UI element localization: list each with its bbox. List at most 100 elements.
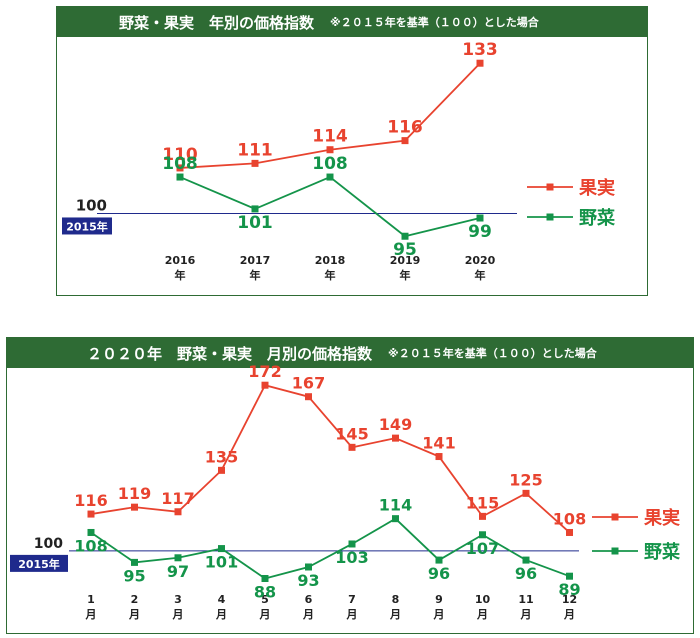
monthly-vegetable-data-label: 88: [254, 582, 276, 601]
monthly-fruit-point: [566, 528, 573, 536]
monthly-vegetable-point: [218, 545, 225, 553]
monthly-fruit-data-label: 108: [553, 509, 586, 528]
yearly-chart-note: ※２０１５年を基準（１００）とした場合: [330, 16, 539, 29]
yearly-x-tick-label: 2016: [165, 254, 196, 267]
yearly-fruit-point: [476, 59, 484, 67]
yearly-vegetable-point: [401, 232, 409, 240]
monthly-legend-vegetable-marker: [611, 547, 619, 555]
monthly-vegetable-data-label: 107: [466, 539, 499, 558]
monthly-legend-fruit-label: 果実: [643, 507, 680, 529]
monthly-vegetable-point: [87, 528, 95, 536]
monthly-fruit-point: [435, 453, 443, 461]
monthly-vegetable-point: [566, 572, 573, 580]
yearly-x-tick-unit: 年: [400, 268, 411, 282]
yearly-vegetable-point: [251, 205, 259, 213]
monthly-x-tick-unit: 月: [563, 608, 575, 621]
yearly-x-tick-unit: 年: [175, 268, 186, 282]
yearly-fruit-point: [176, 164, 184, 172]
monthly-x-tick-unit: 月: [85, 608, 97, 621]
monthly-x-tick-label: 6: [305, 593, 313, 606]
monthly-fruit-point: [131, 503, 138, 511]
monthly-fruit-data-label: 141: [422, 434, 455, 453]
monthly-x-tick-unit: 月: [259, 608, 271, 621]
yearly-vegetable-point: [176, 173, 184, 181]
monthly-x-tick-label: 2: [131, 593, 139, 606]
monthly-vegetable-data-label: 96: [428, 564, 450, 583]
monthly-baseline-value: 100: [34, 536, 63, 552]
monthly-baseline-label: 2015年: [18, 557, 60, 571]
monthly-fruit-data-label: 145: [335, 424, 368, 443]
yearly-x-tick-unit: 年: [250, 268, 261, 282]
monthly-x-tick-unit: 月: [476, 608, 488, 621]
yearly-vegetable-point: [476, 214, 484, 222]
monthly-fruit-data-label: 167: [292, 374, 325, 393]
monthly-vegetable-data-label: 114: [379, 496, 412, 515]
monthly-vegetable-line: [90, 517, 570, 580]
monthly-x-tick-unit: 月: [128, 608, 140, 621]
monthly-x-tick-unit: 月: [346, 608, 358, 621]
yearly-vegetable-data-label: 101: [237, 213, 273, 233]
monthly-x-tick-label: 12: [562, 593, 577, 606]
monthly-x-tick-unit: 月: [389, 608, 401, 621]
monthly-legend-vegetable-label: 野菜: [644, 542, 680, 563]
yearly-fruit-point: [401, 137, 409, 145]
yearly-fruit-data-label: 133: [462, 40, 498, 60]
monthly-vegetable-point: [174, 554, 182, 562]
monthly-fruit-data-label: 115: [466, 493, 499, 512]
monthly-vegetable-data-label: 93: [297, 571, 319, 590]
monthly-x-tick-label: 1: [87, 593, 95, 606]
yearly-baseline-label-bg: [62, 217, 112, 235]
monthly-fruit-data-label: 172: [248, 362, 281, 381]
yearly-vegetable-data-label: 99: [468, 222, 492, 242]
monthly-x-tick-label: 9: [435, 593, 443, 606]
monthly-x-tick-label: 3: [174, 593, 182, 606]
yearly-vegetable-line: [179, 176, 481, 238]
yearly-fruit-data-label: 110: [162, 145, 198, 165]
monthly-fruit-data-label: 117: [161, 489, 194, 508]
monthly-vegetable-point: [348, 540, 356, 548]
yearly-fruit-data-label: 114: [312, 127, 348, 147]
yearly-fruit-data-label: 116: [387, 118, 423, 138]
yearly-x-tick-label: 2017: [240, 254, 271, 267]
yearly-vegetable-point: [326, 173, 334, 181]
yearly-legend-vegetable-marker: [546, 213, 554, 221]
monthly-vegetable-data-label: 89: [558, 580, 580, 599]
monthly-x-tick-label: 11: [518, 593, 533, 606]
monthly-fruit-point: [261, 381, 269, 389]
monthly-x-tick-label: 5: [261, 593, 269, 606]
yearly-fruit-point: [251, 159, 259, 167]
monthly-vegetable-point: [305, 563, 312, 571]
monthly-x-tick-unit: 月: [433, 608, 445, 621]
yearly-x-tick-label: 2020: [465, 254, 496, 267]
yearly-legend-fruit-label: 果実: [578, 177, 615, 199]
yearly-vegetable-data-label: 108: [162, 154, 198, 174]
yearly-legend-vegetable-label: 野菜: [579, 208, 615, 229]
monthly-fruit-point: [348, 443, 356, 451]
yearly-vegetable-data-label: 95: [393, 240, 417, 260]
monthly-fruit-point: [392, 434, 399, 442]
monthly-vegetable-point: [261, 574, 269, 582]
monthly-fruit-line: [90, 384, 571, 534]
monthly-x-tick-label: 4: [218, 593, 226, 606]
monthly-fruit-point: [305, 393, 312, 401]
yearly-x-tick-label: 2018: [315, 254, 346, 267]
yearly-baseline-value: 100: [76, 196, 107, 214]
yearly-baseline-label: 2015年: [66, 219, 108, 233]
monthly-x-tick-unit: 月: [302, 608, 314, 621]
monthly-fruit-point: [479, 512, 486, 520]
monthly-x-tick-unit: 月: [520, 608, 532, 621]
monthly-vegetable-data-label: 96: [515, 564, 537, 583]
yearly-vegetable-data-label: 108: [312, 154, 348, 174]
monthly-vegetable-point: [479, 531, 486, 539]
monthly-chart-plot: 100 2015年 1 月 2 月 3 月 4 月 5 月 6 月 7 月 8 月 9 月 10 月 11 月 12 月 116 11…: [10, 362, 680, 621]
monthly-x-tick-label: 10: [475, 593, 491, 606]
monthly-chart-title: ２０２０年 野菜・果実 月別の価格指数: [87, 344, 373, 363]
monthly-vegetable-point: [435, 556, 443, 564]
monthly-chart-panel: ２０２０年 野菜・果実 月別の価格指数 ※２０１５年を基準（１００）とした場合 …: [6, 337, 694, 634]
monthly-fruit-point: [87, 510, 95, 518]
monthly-chart-note: ※２０１５年を基準（１００）とした場合: [388, 347, 597, 360]
monthly-fruit-point: [174, 508, 182, 516]
yearly-x-tick-unit: 年: [475, 268, 486, 282]
monthly-vegetable-data-label: 108: [74, 536, 107, 555]
